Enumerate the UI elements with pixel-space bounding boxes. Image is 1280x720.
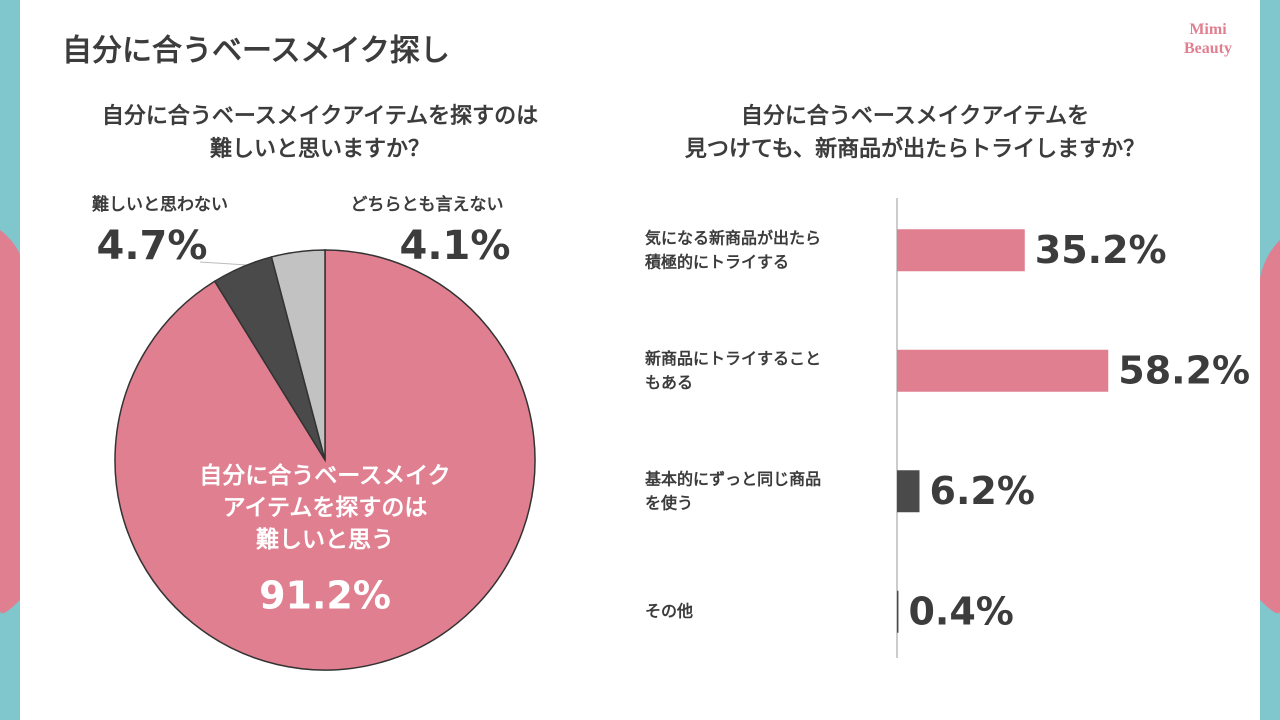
value-label: 58.2%: [1118, 348, 1250, 392]
logo: Mimi Beauty: [1184, 21, 1232, 57]
page-title: 自分に合うベースメイク探し: [62, 34, 450, 69]
slice-label: 難しいと思わない: [92, 194, 228, 215]
value-label: 91.2%: [259, 574, 391, 618]
value-label: 0.4%: [908, 589, 1013, 633]
value-label: 4.7%: [97, 223, 208, 269]
slice-label: どちらとも言えない: [351, 194, 504, 215]
bar: [897, 229, 1025, 272]
slice-label: 自分に合うベースメイクアイテムを探すのは難しいと思う: [199, 462, 450, 553]
category-label: 気になる新商品が出たら積極的にトライする: [644, 228, 821, 271]
value-label: 35.2%: [1035, 228, 1167, 272]
bar-title: 自分に合うベースメイクアイテムを見つけても、新商品が出たらトライしますか？: [685, 103, 1145, 162]
category-label: その他: [645, 601, 693, 620]
right-decor: [1257, 240, 1280, 614]
pie-slice: [270, 249, 326, 461]
category-label: 新商品にトライすることもある: [645, 348, 821, 391]
bar: [897, 349, 1109, 392]
value-label: 4.1%: [400, 223, 511, 269]
pie-title: 自分に合うベースメイクアイテムを探すのは難しいと思いますか？: [102, 103, 538, 162]
category-label: 基本的にずっと同じ商品を使う: [644, 469, 821, 512]
bar: [897, 590, 899, 633]
value-label: 6.2%: [930, 469, 1035, 513]
bar: [897, 470, 920, 513]
